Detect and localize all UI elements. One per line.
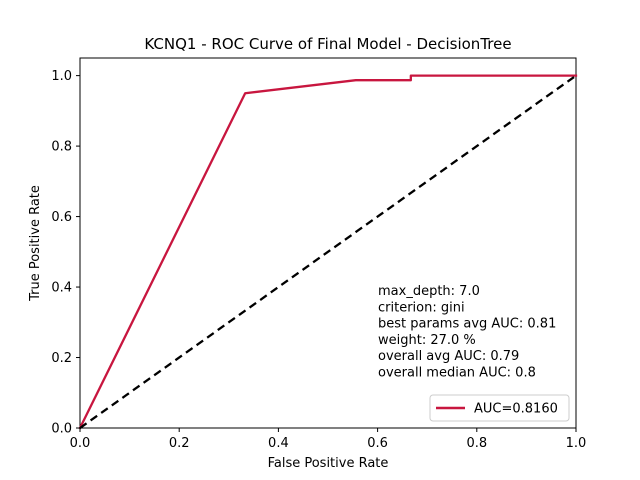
y-tick-label: 0.8 [51,140,72,155]
axes-frame [79,57,577,429]
roc-curve-line [78,74,578,430]
legend-box [429,394,570,422]
reference-diagonal-line [79,74,577,429]
y-tick-label: 1.0 [51,69,72,84]
x-tick-label: 0.4 [268,436,289,451]
x-tick-label: 0.8 [466,436,487,451]
params-annotation-line: weight: 27.0 % [378,333,476,348]
x-tick-label: 0.0 [70,436,91,451]
x-tick-label: 1.0 [566,436,587,451]
plot-area: 0.0 0.2 0.4 0.6 0.8 1.0 0.0 0.2 0.4 0.6 0.8 1.0 [51,57,586,451]
x-tick-label: 0.2 [169,436,190,451]
chart-title: KCNQ1 - ROC Curve of Final Model - Decis… [144,35,511,53]
x-tick-label: 0.6 [367,436,388,451]
params-annotation-line: overall median AUC: 0.8 [378,366,536,381]
params-annotation-line: criterion: gini [378,300,465,315]
params-annotation-line: max_depth: 7.0 [378,284,480,299]
legend-label-roc: AUC=0.8160 [474,402,558,417]
x-axis-label: False Positive Rate [268,456,389,471]
y-tick-label: 0.0 [51,422,72,437]
params-annotation-line: best params avg AUC: 0.81 [378,317,556,332]
y-axis-label: True Positive Rate [28,185,43,302]
y-tick-label: 0.6 [51,210,72,225]
y-tick-label: 0.4 [51,281,72,296]
y-tick-label: 0.2 [51,351,72,366]
tick-layer: 0.0 0.2 0.4 0.6 0.8 1.0 0.0 0.2 0.4 0.6 0.8 1.0 [51,69,586,451]
legend: AUC=0.8160 [429,394,570,422]
params-annotation-line: overall avg AUC: 0.79 [378,349,519,364]
series-layer [78,74,578,430]
